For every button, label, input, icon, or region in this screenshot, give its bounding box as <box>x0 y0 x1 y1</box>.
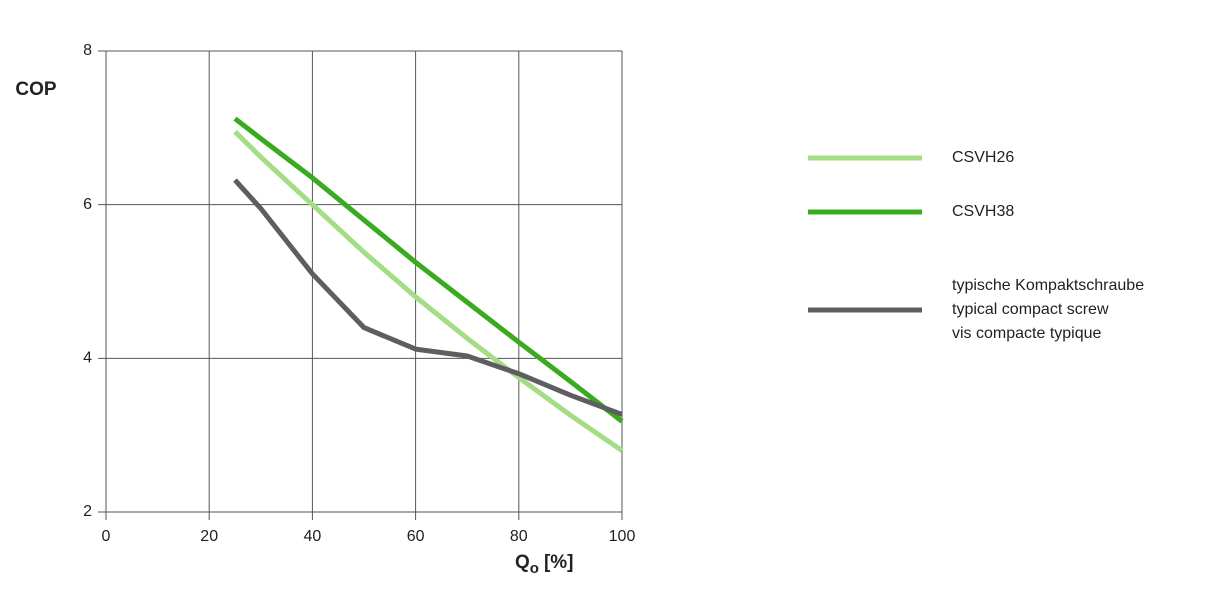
series-line <box>233 116 624 424</box>
series-line <box>233 129 624 453</box>
x-tick-label: 0 <box>102 528 111 545</box>
y-tick-label: 4 <box>83 350 92 367</box>
x-label-unit: [%] <box>544 552 574 573</box>
x-tick-label: 80 <box>510 528 528 545</box>
x-tick-label: 60 <box>407 528 425 545</box>
y-tick-label: 8 <box>83 42 92 59</box>
x-tick-label: 100 <box>609 528 636 545</box>
y-tick-label: 2 <box>83 503 92 520</box>
legend-label: CSVH38 <box>952 203 1015 220</box>
x-label-subscript: o <box>530 560 539 577</box>
x-tick-label: 40 <box>304 528 322 545</box>
y-tick-label: 6 <box>83 196 92 213</box>
series-line <box>233 178 623 417</box>
legend-label: typische Kompaktschraube typical compact… <box>952 277 1145 342</box>
legend-label: CSVH26 <box>952 149 1015 166</box>
x-tick-label: 20 <box>200 528 218 545</box>
x-label-symbol: Q <box>515 552 530 573</box>
x-axis-label: Qo [%] <box>515 552 574 577</box>
y-axis-label: COP <box>15 79 57 100</box>
